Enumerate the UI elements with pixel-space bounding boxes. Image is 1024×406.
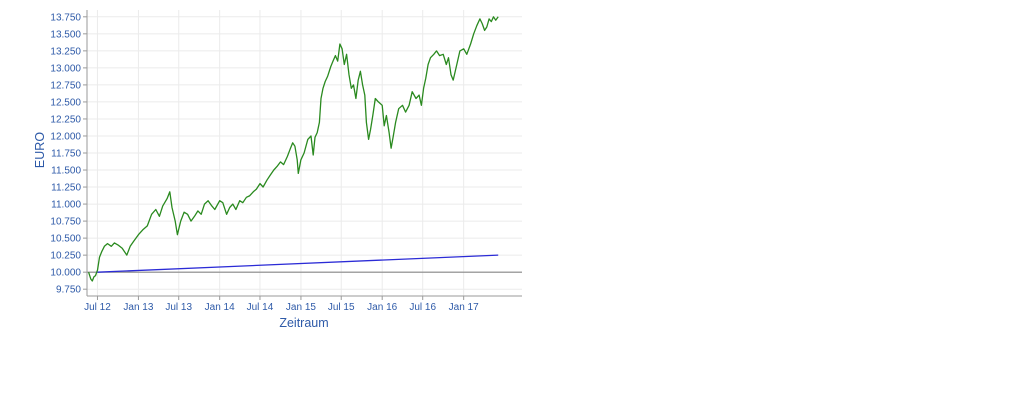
x-tick-label: Jul 14 (247, 302, 274, 313)
y-tick-label: 12.250 (50, 114, 81, 125)
y-tick-label: 10.250 (50, 251, 81, 262)
series-line-blue (97, 254, 499, 273)
x-tick-label: Jan 17 (449, 302, 479, 313)
y-tick-label: 12.500 (50, 97, 81, 108)
x-tick-label: Jul 15 (328, 302, 355, 313)
y-tick-label: 10.000 (50, 268, 81, 279)
series-lines (87, 16, 499, 282)
y-tick-label: 11.000 (51, 200, 81, 211)
y-tick-label: 13.750 (50, 12, 81, 23)
x-tick-labels: Jul 12 Jan 13 Jul 13 Jan 14 Jul 14 Jan 15 Jul … (84, 296, 479, 313)
y-tick-label: 11.250 (51, 183, 81, 194)
x-tick-label: Jan 15 (286, 302, 316, 313)
y-tick-labels: 9.750 10.000 10.250 10.500 10.750 11.000 11.25… (50, 12, 87, 296)
y-tick-label: 13.000 (50, 63, 81, 74)
x-tick-label: Jan 16 (367, 302, 397, 313)
y-tick-label: 10.750 (50, 217, 81, 228)
y-tick-label: 13.250 (50, 46, 81, 57)
y-tick-label: 12.750 (50, 80, 81, 91)
x-tick-label: Jan 13 (123, 302, 153, 313)
y-tick-label: 11.750 (51, 149, 81, 160)
x-tick-label: Jul 12 (84, 302, 111, 313)
x-axis-title: Zeitraum (279, 316, 328, 330)
y-tick-label: 11.500 (51, 166, 81, 177)
x-tick-label: Jan 14 (205, 302, 235, 313)
y-axis-title: EURO (33, 132, 47, 168)
y-tick-label: 10.500 (50, 234, 81, 245)
y-tick-label: 9.750 (56, 285, 81, 296)
y-tick-label: 13.500 (50, 29, 81, 40)
series-line-green (87, 16, 499, 282)
x-tick-label: Jul 13 (165, 302, 192, 313)
y-tick-label: 12.000 (50, 131, 81, 142)
x-tick-label: Jul 16 (409, 302, 436, 313)
